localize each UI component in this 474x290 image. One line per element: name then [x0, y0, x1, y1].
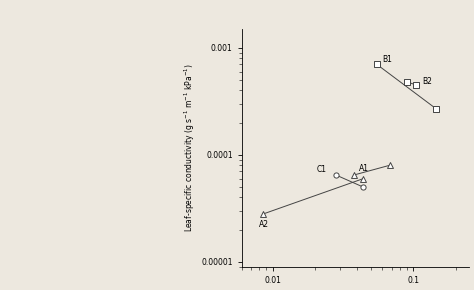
Point [373, 62, 381, 67]
Point [386, 163, 393, 168]
Text: A2: A2 [259, 220, 269, 229]
Point [332, 173, 339, 177]
Point [359, 185, 367, 189]
Point [403, 80, 411, 84]
Point [412, 83, 420, 87]
Text: B2: B2 [422, 77, 432, 86]
X-axis label: Stem-specific conductivity (g s$^{-1}$ m$^{-1}$ kPa$^{-1}$): Stem-specific conductivity (g s$^{-1}$ m… [269, 289, 442, 290]
Point [359, 176, 367, 181]
Text: C1: C1 [316, 165, 326, 174]
Y-axis label: Leaf-specific conductivity (g s$^{-1}$ m$^{-1}$ kPa$^{-1}$): Leaf-specific conductivity (g s$^{-1}$ m… [182, 64, 197, 232]
Point [432, 106, 440, 111]
Point [259, 212, 267, 216]
Text: A1: A1 [358, 164, 368, 173]
Text: B1: B1 [383, 55, 392, 64]
Point [351, 173, 358, 177]
